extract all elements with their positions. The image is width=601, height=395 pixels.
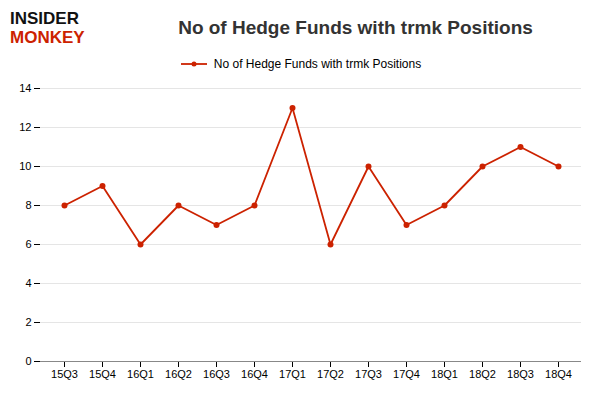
svg-text:18Q1: 18Q1 bbox=[431, 368, 458, 380]
svg-text:17Q2: 17Q2 bbox=[317, 368, 344, 380]
svg-text:17Q4: 17Q4 bbox=[393, 368, 420, 380]
svg-text:16Q4: 16Q4 bbox=[241, 368, 268, 380]
svg-text:15Q4: 15Q4 bbox=[89, 368, 116, 380]
html-text:MONKEY: MONKEY bbox=[10, 28, 85, 47]
svg-text:10: 10 bbox=[19, 160, 31, 172]
svg-text:14: 14 bbox=[19, 82, 31, 94]
svg-text:18Q2: 18Q2 bbox=[469, 368, 496, 380]
svg-text:16Q1: 16Q1 bbox=[127, 368, 154, 380]
svg-text:18Q3: 18Q3 bbox=[507, 368, 534, 380]
svg-text:6: 6 bbox=[25, 238, 31, 250]
svg-text:2: 2 bbox=[25, 316, 31, 328]
svg-text:0: 0 bbox=[25, 355, 31, 367]
svg-text:18Q4: 18Q4 bbox=[545, 368, 572, 380]
svg-text:15Q3: 15Q3 bbox=[51, 368, 78, 380]
svg-text:8: 8 bbox=[25, 199, 31, 211]
svg-text:17Q1: 17Q1 bbox=[279, 368, 306, 380]
svg-text:4: 4 bbox=[25, 277, 31, 289]
svg-text:16Q2: 16Q2 bbox=[165, 368, 192, 380]
html-text:No of Hedge Funds with trmk Po: No of Hedge Funds with trmk Positions bbox=[213, 57, 422, 71]
svg-text:16Q3: 16Q3 bbox=[203, 368, 230, 380]
html-text:No of Hedge Funds with trmk Po: No of Hedge Funds with trmk Positions bbox=[178, 17, 533, 38]
svg-text:17Q3: 17Q3 bbox=[355, 368, 382, 380]
html-text:INSIDER: INSIDER bbox=[10, 9, 79, 28]
svg-text:12: 12 bbox=[19, 121, 31, 133]
